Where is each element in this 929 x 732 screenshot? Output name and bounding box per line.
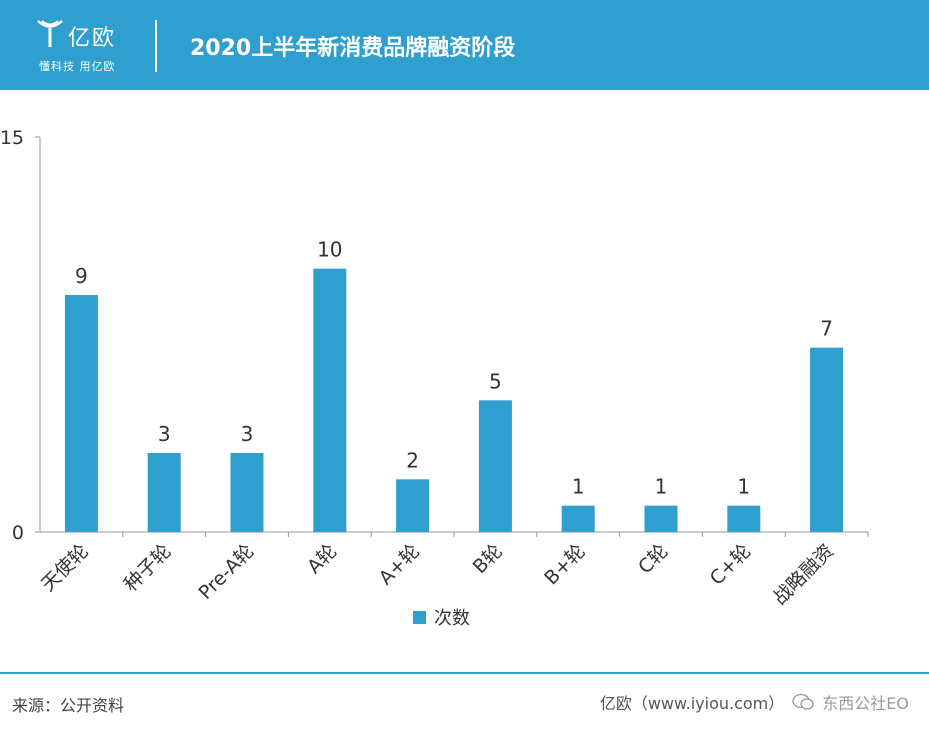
- data-label: 3: [158, 422, 171, 446]
- data-label: 1: [655, 475, 668, 499]
- bar: [810, 347, 844, 532]
- x-tick-label: C轮: [634, 540, 672, 578]
- data-label: 1: [572, 475, 585, 499]
- x-tick-label: 战略融资: [769, 540, 838, 609]
- data-label: 7: [820, 317, 833, 341]
- credit-text: 亿欧（www.iyiou.com）: [599, 694, 785, 713]
- y-tick-label: 15: [0, 127, 24, 149]
- chart-legend: 次数: [413, 604, 470, 630]
- x-tick-label: B轮: [469, 540, 507, 578]
- bar: [478, 400, 512, 532]
- bar: [561, 505, 595, 532]
- bar: [396, 479, 430, 532]
- credit-area: 亿欧（www.iyiou.com） 东西公社EO: [600, 690, 909, 714]
- data-label: 2: [406, 448, 419, 472]
- bar: [727, 505, 761, 532]
- header-banner: 亿欧 懂科技 用亿欧 2020上半年新消费品牌融资阶段: [0, 0, 929, 90]
- watermark-text: 东西公社EO: [822, 694, 909, 713]
- x-tick-label: 天使轮: [37, 540, 93, 596]
- chart-title: 2020上半年新消费品牌融资阶段: [190, 36, 516, 61]
- data-label: 3: [241, 422, 254, 446]
- legend-swatch: [413, 610, 426, 624]
- data-label: 10: [317, 238, 342, 262]
- bar: [64, 295, 98, 532]
- logo-slogan: 懂科技 用亿欧: [39, 60, 116, 73]
- bar: [147, 453, 181, 532]
- footer-divider: [0, 672, 929, 674]
- yiou-logo-icon: [37, 20, 63, 47]
- header-divider: [155, 20, 157, 72]
- x-tick-label: B+轮: [540, 540, 589, 589]
- y-tick-label: 0: [12, 522, 24, 544]
- x-tick-label: A轮: [303, 540, 341, 578]
- wechat-icon: [792, 693, 814, 710]
- x-tick-label: C+轮: [706, 540, 756, 590]
- source-note: 来源：公开资料: [12, 696, 125, 715]
- bar: [644, 505, 678, 532]
- x-tick-label: A+轮: [375, 540, 424, 589]
- legend-label: 次数: [434, 608, 470, 629]
- x-tick-label: Pre-A轮: [194, 540, 258, 604]
- data-label: 9: [75, 264, 88, 288]
- bar: [230, 453, 264, 532]
- logo-name: 亿欧: [68, 26, 117, 51]
- data-label: 1: [737, 475, 750, 499]
- bar: [313, 268, 347, 532]
- x-tick-label: 种子轮: [120, 540, 176, 596]
- data-label: 5: [489, 369, 502, 393]
